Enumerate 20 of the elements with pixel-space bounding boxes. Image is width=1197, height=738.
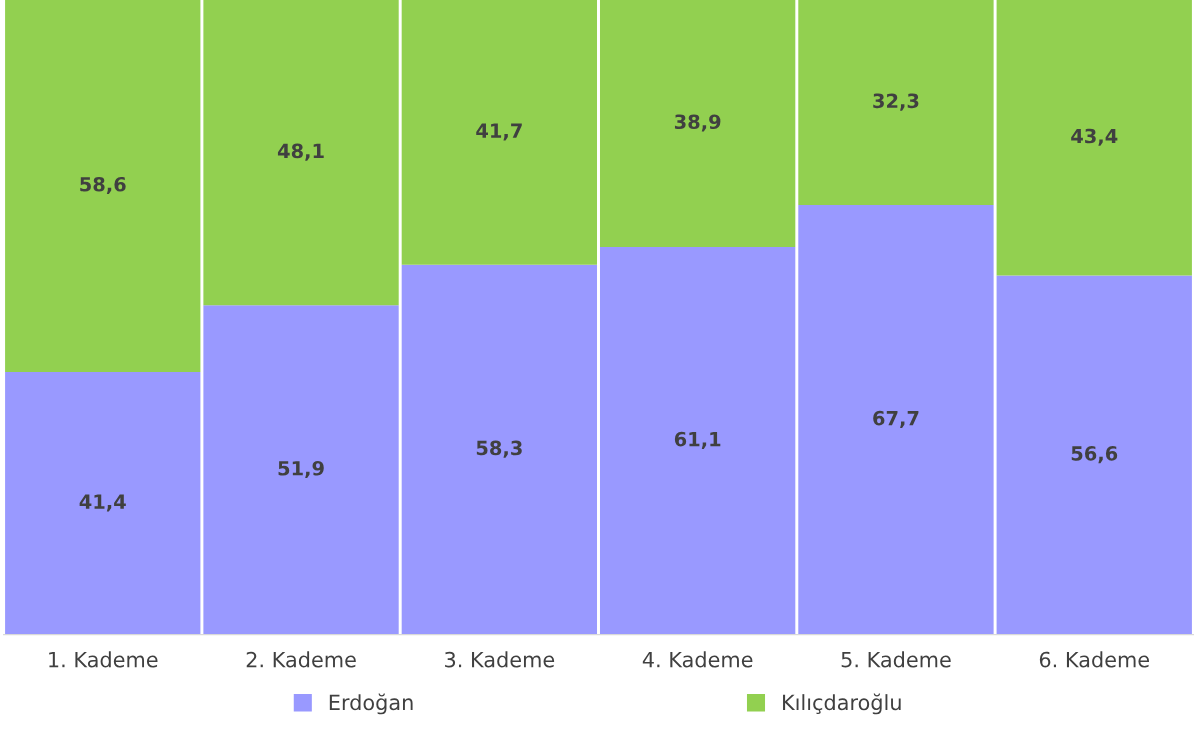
x-tick-label: 3. Kademe: [445, 651, 555, 668]
x-tick-label: 6. Kademe: [1039, 651, 1150, 668]
data-label: 58,3: [476, 440, 522, 458]
legend-label: Erdoğan: [329, 693, 413, 715]
data-label: 32,3: [873, 93, 919, 111]
data-label: 58,6: [80, 176, 126, 195]
data-label: 48,1: [277, 143, 324, 161]
data-label: 51,9: [278, 460, 324, 479]
data-label: 56,6: [1071, 446, 1118, 464]
legend-label: Kılıçdaroğlu: [783, 693, 901, 715]
x-tick-label: 1. Kademe: [49, 651, 158, 668]
data-label: 41,7: [476, 123, 522, 141]
data-label: 43,4: [1071, 128, 1118, 146]
data-label: 67,7: [873, 410, 919, 428]
data-label: 38,9: [674, 114, 721, 132]
data-label: 61,1: [674, 431, 721, 449]
x-tick-label: 5. Kademe: [841, 651, 951, 668]
data-label: 41,4: [79, 494, 126, 512]
x-tick-label: 4. Kademe: [642, 651, 753, 668]
x-tick-label: 2. Kademe: [246, 651, 356, 668]
